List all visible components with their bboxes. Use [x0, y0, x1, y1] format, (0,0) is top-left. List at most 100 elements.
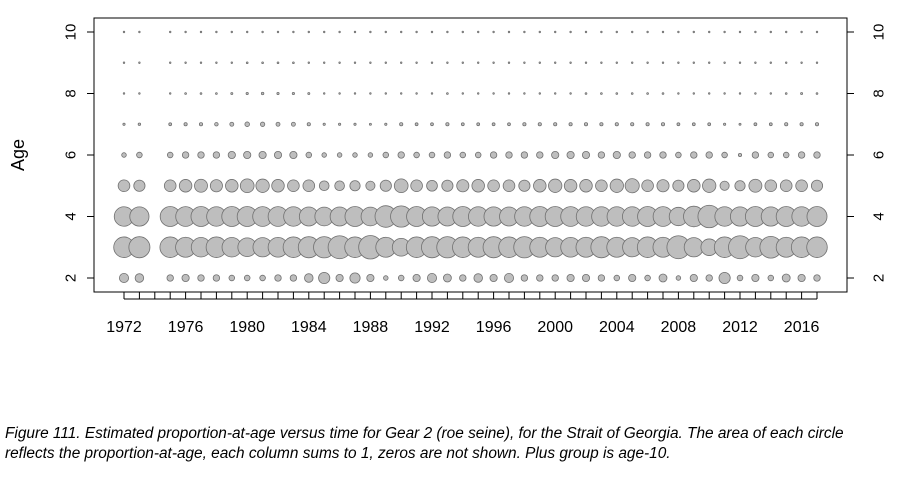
- bubble-2005-age-6: [628, 151, 636, 159]
- bubble-1983-age-9: [292, 61, 295, 65]
- bubble-1973-age-10: [138, 30, 141, 34]
- bubble-2012-age-10: [738, 30, 742, 34]
- bubble-2015-age-6: [782, 151, 790, 159]
- bubble-2000-age-2: [551, 274, 559, 282]
- bubble-2008-age-7: [676, 122, 681, 127]
- bubble-2013-age-7: [753, 122, 758, 127]
- bubble-1973-age-9: [138, 61, 141, 64]
- bubble-1997-age-5: [502, 179, 516, 193]
- bubble-2012-age-9: [738, 61, 742, 64]
- bubble-1991-age-8: [415, 92, 418, 95]
- bubble-2001-age-6: [566, 150, 575, 160]
- bubble-1992-age-5: [426, 179, 438, 192]
- bubble-1976-age-10: [184, 30, 187, 34]
- bubble-1980-age-6: [243, 150, 252, 160]
- bubble-1976-age-9: [184, 61, 187, 64]
- bubble-2006-age-9: [646, 61, 649, 64]
- bubble-2009-age-5: [687, 179, 701, 193]
- bubble-1993-age-2: [443, 273, 452, 283]
- bubble-2010-age-9: [708, 61, 711, 64]
- bubble-1999-age-7: [537, 122, 542, 127]
- bubble-1994-age-5: [456, 179, 470, 193]
- y-tick-label-right-6: 6: [870, 151, 887, 159]
- bubble-1998-age-7: [522, 122, 527, 127]
- bubble-1973-age-8: [138, 92, 141, 95]
- y-tick-label-left-2: 2: [62, 274, 79, 282]
- x-tick-label-2000: 2000: [537, 319, 573, 336]
- bubble-1994-age-2: [459, 274, 467, 282]
- bubble-1977-age-6: [197, 151, 205, 159]
- bubble-1983-age-10: [292, 30, 295, 34]
- bubble-1986-age-5: [334, 180, 345, 192]
- bubble-1998-age-9: [523, 61, 526, 64]
- bubble-1978-age-10: [215, 30, 218, 34]
- bubble-2016-age-8: [800, 92, 804, 95]
- bubble-1977-age-8: [199, 92, 203, 95]
- bubble-2016-age-9: [800, 61, 803, 64]
- bubble-1984-age-6: [305, 151, 313, 159]
- y-tick-label-right-8: 8: [870, 89, 887, 97]
- bubble-1977-age-9: [199, 61, 203, 64]
- bubble-2006-age-5: [641, 179, 654, 193]
- bubble-1993-age-6: [443, 151, 452, 159]
- bubble-1982-age-8: [276, 91, 280, 96]
- bubble-1992-age-10: [430, 30, 434, 34]
- bubble-2004-age-8: [615, 92, 619, 95]
- bubble-2011-age-2: [718, 271, 731, 285]
- bubble-2015-age-10: [785, 30, 788, 34]
- bubble-1992-age-9: [430, 61, 434, 64]
- bubble-1999-age-6: [536, 151, 544, 159]
- bubble-2014-age-8: [769, 92, 773, 95]
- bubble-1998-age-5: [518, 179, 531, 192]
- bubble-2003-age-10: [600, 30, 603, 34]
- bubble-2012-age-5: [734, 180, 746, 192]
- bubble-1996-age-5: [487, 179, 500, 193]
- bubble-2017-age-10: [815, 30, 819, 34]
- bubble-1989-age-6: [382, 151, 390, 159]
- bubble-2009-age-2: [689, 273, 698, 283]
- bubble-2003-age-9: [600, 61, 603, 64]
- bubble-1998-age-6: [520, 151, 529, 159]
- bubble-1998-age-10: [523, 30, 526, 34]
- bubble-1988-age-5: [365, 180, 376, 191]
- bubble-1972-age-6: [121, 152, 127, 158]
- bubble-2014-age-9: [769, 61, 773, 64]
- bubble-1972-age-7: [122, 122, 126, 126]
- bubble-1985-age-2: [318, 271, 331, 285]
- bubble-1972-age-9: [122, 61, 126, 64]
- bubble-2004-age-2: [613, 274, 621, 282]
- bubble-1979-age-2: [228, 274, 236, 282]
- y-tick-label-right-10: 10: [870, 24, 887, 41]
- bubble-1987-age-10: [353, 30, 357, 34]
- bubble-1994-age-8: [461, 92, 465, 95]
- bubble-1979-age-6: [227, 150, 236, 160]
- bubble-2008-age-5: [672, 179, 685, 192]
- bubble-2015-age-8: [784, 92, 788, 95]
- bubble-1996-age-10: [492, 30, 495, 34]
- bubble-1986-age-8: [338, 92, 341, 95]
- bubble-2014-age-5: [764, 179, 778, 193]
- bubble-1979-age-5: [225, 179, 239, 193]
- bubble-1990-age-9: [400, 61, 403, 64]
- x-tick-label-2008: 2008: [661, 319, 697, 336]
- bubble-2007-age-2: [658, 273, 668, 283]
- bubble-2001-age-9: [569, 61, 572, 64]
- bubble-1988-age-8: [369, 92, 372, 95]
- bubble-2009-age-6: [690, 151, 698, 159]
- bubble-2006-age-2: [644, 274, 651, 282]
- bubble-2011-age-9: [723, 61, 726, 64]
- bubble-2005-age-10: [631, 30, 634, 34]
- bubble-2007-age-10: [661, 30, 665, 34]
- bubble-1988-age-6: [367, 152, 374, 158]
- bubble-1975-age-8: [168, 92, 172, 95]
- bubble-2007-age-8: [661, 92, 665, 95]
- bubble-1991-age-9: [415, 61, 418, 64]
- bubble-1990-age-10: [400, 30, 403, 34]
- bubble-1982-age-2: [274, 274, 282, 282]
- bubble-2000-age-8: [554, 92, 557, 95]
- bubble-2002-age-7: [583, 122, 589, 127]
- bubble-1975-age-6: [166, 151, 174, 159]
- bubble-1987-age-6: [352, 152, 358, 158]
- bubble-2009-age-7: [691, 122, 696, 127]
- bubble-1976-age-2: [181, 273, 190, 283]
